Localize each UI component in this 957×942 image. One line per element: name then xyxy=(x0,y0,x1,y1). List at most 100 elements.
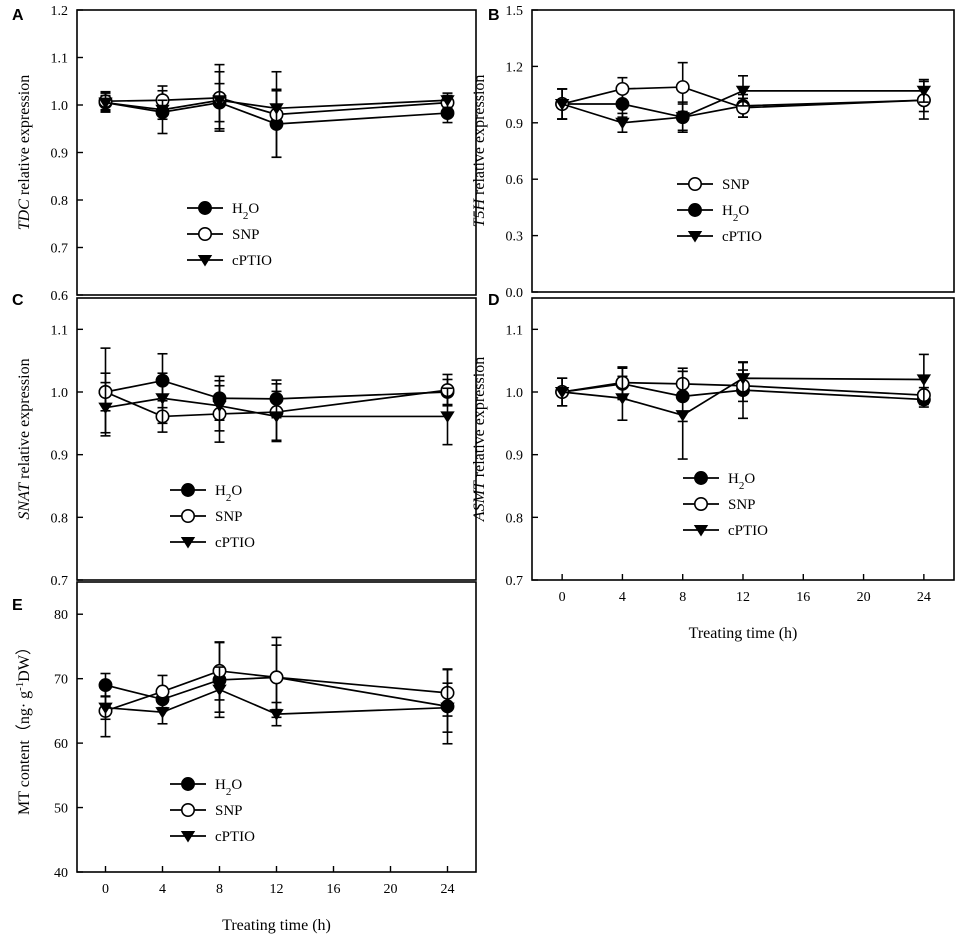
data-point xyxy=(615,117,630,130)
plot-frame xyxy=(76,297,477,581)
x-tick-label: 0 xyxy=(559,590,566,605)
y-tick-label: 70 xyxy=(54,673,68,688)
data-point xyxy=(155,684,170,699)
plot-frame xyxy=(76,581,477,873)
legend: H2O SNP cPTIO xyxy=(187,201,272,269)
x-tick-label: 4 xyxy=(619,590,626,605)
y-tick-label: 0.9 xyxy=(506,449,524,464)
data-point xyxy=(155,393,170,405)
data-point xyxy=(269,670,284,685)
series-cptio xyxy=(554,75,932,133)
y-axis-title: ASMT relative expression xyxy=(471,357,488,522)
legend-marker xyxy=(198,201,212,215)
panel-c: C 0.7 0.8 0.9 1.0 1.1 SNAT relative expression… xyxy=(12,292,477,589)
panel-letter: D xyxy=(488,292,500,309)
data-point xyxy=(735,373,751,385)
y-tick-label: 1.0 xyxy=(51,386,69,401)
y-tick-label: 1.1 xyxy=(51,52,69,67)
data-point xyxy=(440,411,455,423)
y-tick-label: 0.7 xyxy=(51,574,69,589)
legend-marker xyxy=(694,471,708,485)
panel-letter: B xyxy=(488,7,500,24)
legend-marker xyxy=(180,830,196,843)
series-cptio xyxy=(98,372,455,446)
panel-letter: C xyxy=(12,292,24,309)
data-point xyxy=(269,103,284,115)
data-point xyxy=(675,112,690,124)
data-point xyxy=(735,85,751,98)
y-tick-label: 60 xyxy=(54,737,68,752)
data-point xyxy=(212,400,227,413)
legend-label: SNP xyxy=(215,509,243,525)
legend-label: SNP xyxy=(728,497,756,513)
legend-label: cPTIO xyxy=(215,535,255,551)
x-axis-title: Treating time (h) xyxy=(222,917,331,934)
legend: SNP H2O cPTIO xyxy=(677,177,762,245)
x-tick-label: 0 xyxy=(102,882,109,897)
data-point xyxy=(98,97,113,110)
y-tick-label: 50 xyxy=(54,802,68,817)
y-tick-label: 0.6 xyxy=(506,173,524,188)
x-tick-label: 12 xyxy=(270,882,284,897)
data-point xyxy=(615,81,630,96)
y-axis-title: T5H relative expression xyxy=(471,75,488,228)
legend-marker xyxy=(687,230,703,243)
y-axis-title: MT content（ng· g-1DW） xyxy=(14,639,33,815)
y-tick-label: 80 xyxy=(54,608,68,623)
y-tick-label: 0.7 xyxy=(51,242,69,257)
legend-label: H2O xyxy=(215,483,242,504)
legend-marker xyxy=(197,254,213,267)
x-tick-label: 20 xyxy=(384,882,398,897)
legend-label: H2O xyxy=(728,471,755,492)
legend-label: SNP xyxy=(722,177,750,193)
legend-marker xyxy=(687,177,702,192)
x-tick-label: 24 xyxy=(441,882,455,897)
legend-marker xyxy=(688,203,702,217)
x-tick-label: 20 xyxy=(857,590,871,605)
x-tick-label: 24 xyxy=(917,590,931,605)
data-point xyxy=(269,709,284,721)
legend-label: H2O xyxy=(232,201,259,222)
y-tick-label: 1.2 xyxy=(51,4,69,19)
legend-marker xyxy=(181,508,196,523)
data-point xyxy=(916,374,932,386)
panel-e: E 40 50 60 70 80 0 4 8 12 16 20 24 Treating time (h) M… xyxy=(12,581,477,934)
x-tick-label: 4 xyxy=(159,882,166,897)
legend-marker xyxy=(693,524,709,537)
x-axis-title: Treating time (h) xyxy=(689,625,798,642)
y-tick-label: 1.1 xyxy=(51,323,69,338)
x-tick-label: 16 xyxy=(796,590,810,605)
y-tick-label: 0.6 xyxy=(51,289,69,304)
legend-marker xyxy=(693,496,708,511)
y-tick-label: 0.7 xyxy=(506,574,524,589)
y-tick-label: 1.5 xyxy=(506,4,524,19)
y-tick-label: 40 xyxy=(54,866,68,881)
y-tick-label: 0.9 xyxy=(51,449,69,464)
legend-label: SNP xyxy=(232,227,260,243)
data-point xyxy=(554,386,570,399)
legend-label: H2O xyxy=(722,203,749,224)
y-axis-title: SNAT relative expression xyxy=(16,358,33,519)
x-tick-label: 16 xyxy=(327,882,341,897)
data-point xyxy=(98,402,113,415)
y-tick-label: 0.3 xyxy=(506,230,524,245)
y-tick-label: 0.9 xyxy=(506,117,524,132)
y-tick-label: 1.0 xyxy=(51,99,69,114)
y-tick-label: 0.8 xyxy=(51,511,69,526)
x-tick-label: 12 xyxy=(736,590,750,605)
data-point xyxy=(675,80,690,95)
x-tick-label: 8 xyxy=(679,590,686,605)
panel-a: A 0.6 0.7 0.8 0.9 1.0 1.1 1.2 TDC relative expre… xyxy=(12,4,477,304)
y-tick-label: 1.2 xyxy=(506,60,524,75)
panel-b: B 0.0 0.3 0.6 0.9 1.2 1.5 T5H relative expressi… xyxy=(471,4,955,301)
series-cptio xyxy=(554,353,932,460)
data-point xyxy=(916,85,932,98)
y-tick-label: 1.1 xyxy=(506,323,524,338)
legend-label: cPTIO xyxy=(728,523,768,539)
data-point xyxy=(440,95,455,107)
data-point xyxy=(212,95,227,107)
data-point xyxy=(155,104,170,117)
legend-label: H2O xyxy=(215,777,242,798)
data-point xyxy=(440,702,455,715)
